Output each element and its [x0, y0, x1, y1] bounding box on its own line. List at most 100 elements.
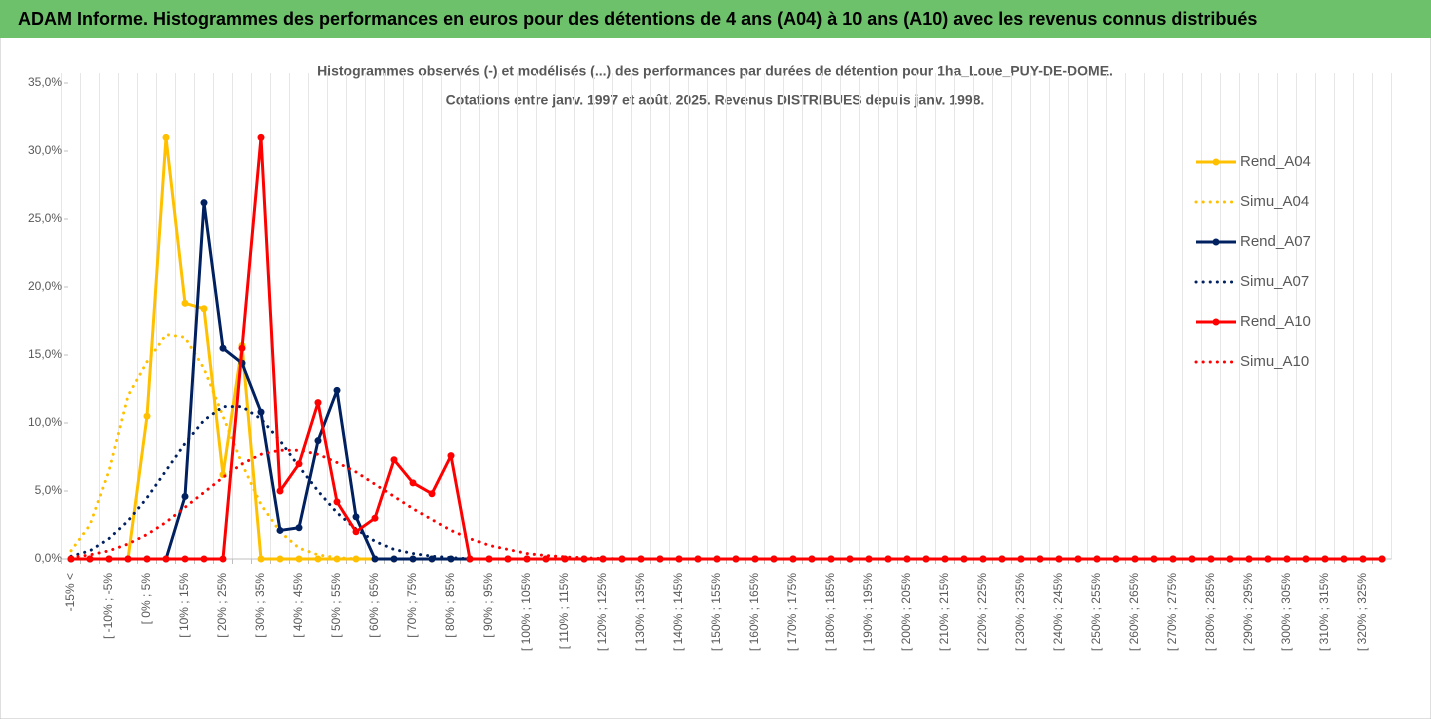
point-marker [523, 555, 531, 563]
x-tick-label: [ 250% ; 255% [1089, 573, 1103, 651]
point-marker [162, 555, 170, 563]
point-marker [770, 555, 778, 563]
legend-marker [1212, 318, 1220, 326]
x-tick-label: [ 120% ; 125% [595, 573, 609, 651]
point-marker [1302, 555, 1310, 563]
x-tick-label: [ 300% ; 305% [1279, 573, 1293, 651]
point-marker [1036, 555, 1044, 563]
point-marker [1188, 555, 1196, 563]
point-marker [352, 528, 360, 536]
point-marker [903, 555, 911, 563]
x-tick-label: [ 110% ; 115% [557, 573, 571, 650]
point-marker [846, 555, 854, 563]
point-marker [314, 555, 322, 563]
point-marker [295, 524, 303, 532]
x-tick-label: [ 230% ; 235% [1013, 573, 1027, 651]
x-tick-label: [ 310% ; 315% [1317, 573, 1331, 651]
point-marker [1359, 555, 1367, 563]
x-tick-label: [ 240% ; 245% [1051, 573, 1065, 651]
chart-subtitle: Cotations entre janv. 1997 et août. 2025… [446, 92, 985, 108]
point-marker [371, 514, 379, 522]
x-tick-label: [ 100% ; 105% [519, 573, 533, 651]
legend-label: Rend_A07 [1240, 233, 1311, 250]
point-marker [181, 555, 189, 563]
x-tick-label: [ 70% ; 75% [405, 573, 419, 638]
x-tick-label: [ 10% ; 15% [177, 573, 191, 638]
point-marker [352, 513, 360, 521]
x-tick-label: [ 30% ; 35% [253, 573, 267, 638]
x-tick-label: [ 140% ; 145% [671, 573, 685, 651]
header-title: ADAM Informe. Histogrammes des performan… [18, 9, 1257, 29]
x-tick-label: [ 80% ; 85% [443, 573, 457, 638]
header-bar [0, 0, 1431, 38]
point-marker [333, 386, 341, 394]
point-marker [371, 555, 379, 563]
x-tick-label: [ 0% ; 5% [139, 573, 153, 625]
series-line [69, 448, 1384, 561]
point-marker [656, 555, 664, 563]
x-tick-label: [ 270% ; 275% [1165, 573, 1179, 651]
chart-title: Histogrammes observés (-) et modélisés (… [317, 63, 1113, 79]
point-marker [200, 555, 208, 563]
x-tick-label: [ 170% ; 175% [785, 573, 799, 651]
point-marker [257, 133, 265, 141]
legend-label: Rend_A10 [1240, 313, 1311, 330]
point-marker [181, 492, 189, 500]
point-marker [314, 399, 322, 407]
point-marker [295, 460, 303, 468]
point-marker [428, 490, 436, 498]
x-tick-label: [ 320% ; 325% [1355, 573, 1369, 651]
point-marker [257, 408, 265, 416]
point-marker [143, 555, 151, 563]
point-marker [86, 555, 94, 563]
point-marker [1074, 555, 1082, 563]
point-marker [238, 344, 246, 352]
point-marker [675, 555, 683, 563]
x-tick-label: [ 280% ; 285% [1203, 573, 1217, 651]
point-marker [409, 555, 417, 563]
point-marker [960, 555, 968, 563]
point-marker [333, 498, 341, 506]
x-tick-label: [ 200% ; 205% [899, 573, 913, 651]
point-marker [257, 555, 265, 563]
point-marker [181, 299, 189, 307]
x-tick-label: [ 150% ; 155% [709, 573, 723, 651]
x-tick-label: [ 190% ; 195% [861, 573, 875, 651]
point-marker [143, 412, 151, 420]
point-marker [276, 555, 284, 563]
point-marker [447, 452, 455, 460]
y-tick-label: 5,0% [35, 483, 63, 497]
point-marker [732, 555, 740, 563]
point-marker [390, 456, 398, 464]
x-tick-label: [ 220% ; 225% [975, 573, 989, 651]
point-marker [1245, 555, 1253, 563]
x-tick-label: -15% < [63, 573, 77, 611]
y-tick-label: 0,0% [35, 551, 63, 565]
legend-label: Simu_A04 [1240, 193, 1309, 210]
x-tick-label: [ 180% ; 185% [823, 573, 837, 651]
x-tick-label: [ 290% ; 295% [1241, 573, 1255, 651]
point-marker [1264, 555, 1272, 563]
x-tick-label: [ 130% ; 135% [633, 573, 647, 651]
y-tick-label: 15,0% [28, 347, 62, 361]
point-marker [200, 199, 208, 207]
point-marker [352, 555, 360, 563]
point-marker [504, 555, 512, 563]
x-tick-label: [ 260% ; 265% [1127, 573, 1141, 651]
legend-marker [1212, 158, 1220, 166]
legend-label: Rend_A04 [1240, 153, 1311, 170]
point-marker [713, 555, 721, 563]
x-tick-label: [ 60% ; 65% [367, 573, 381, 638]
point-marker [542, 555, 550, 563]
point-marker [1017, 555, 1025, 563]
x-tick-label: [ -10% ; -5% [101, 573, 115, 639]
x-tick-label: [ 40% ; 45% [291, 573, 305, 638]
point-marker [1378, 555, 1386, 563]
point-marker [314, 437, 322, 445]
x-tick-label: [ 160% ; 165% [747, 573, 761, 651]
legend-marker [1212, 238, 1220, 246]
point-marker [200, 305, 208, 313]
point-marker [618, 555, 626, 563]
point-marker [276, 526, 284, 534]
